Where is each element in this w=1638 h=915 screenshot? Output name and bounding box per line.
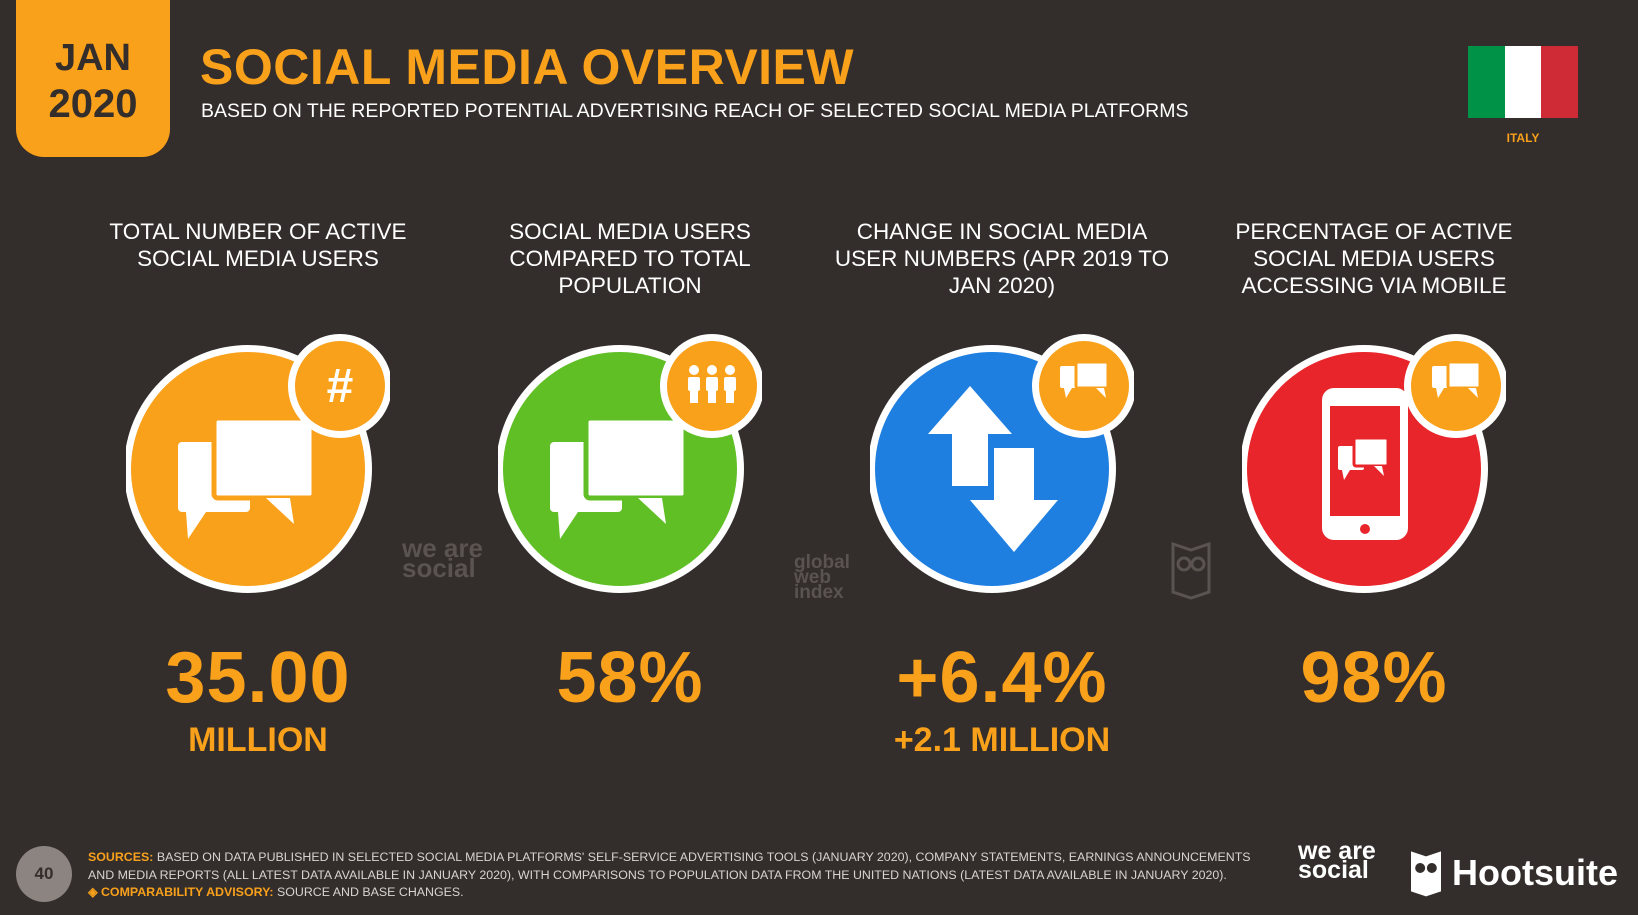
stat-label: SOCIAL MEDIA USERS COMPARED TO TOTAL POP…: [509, 219, 751, 298]
speech-bubble-icon: [1432, 360, 1482, 398]
date-tab: JAN 2020: [16, 0, 170, 157]
stat-mobile-share: PERCENTAGE OF ACTIVE SOCIAL MEDIA USERS …: [1204, 218, 1544, 718]
stat-value: 98%: [1300, 638, 1448, 718]
stat-value: 58%: [556, 638, 704, 718]
stat-label: PERCENTAGE OF ACTIVE SOCIAL MEDIA USERS …: [1235, 219, 1513, 298]
hootsuite-logo: Hootsuite: [1408, 848, 1618, 898]
advisory-body: SOURCE AND BASE CHANGES.: [277, 885, 464, 899]
people-icon: [688, 365, 736, 403]
stat-population-share: SOCIAL MEDIA USERS COMPARED TO TOTAL POP…: [460, 218, 800, 718]
country-label: ITALY: [1506, 131, 1540, 145]
italy-flag-icon: [1468, 46, 1579, 118]
stat-value: 35.00: [165, 638, 351, 718]
global-web-index-watermark: global web index: [794, 552, 850, 603]
stat-sub: MILLION: [188, 721, 328, 759]
advisory-icon: ◈: [88, 885, 101, 899]
stat-user-change: CHANGE IN SOCIAL MEDIA USER NUMBERS (APR…: [832, 218, 1172, 759]
page-title: SOCIAL MEDIA OVERVIEW: [200, 39, 855, 95]
stat-total-users: TOTAL NUMBER OF ACTIVE SOCIAL MEDIA USER…: [88, 218, 428, 759]
mobile-phone-icon: [1242, 334, 1506, 593]
social-chat-bubble-icon: #: [126, 334, 390, 593]
date-month: JAN: [54, 37, 132, 79]
date-year: 2020: [48, 82, 138, 126]
hootsuite-owl-icon: [1411, 851, 1441, 897]
hootsuite-owl-watermark-icon: [1171, 541, 1211, 600]
hashtag-icon: #: [327, 360, 354, 413]
advisory-label: COMPARABILITY ADVISORY:: [100, 885, 274, 899]
sources-label: SOURCES:: [88, 850, 154, 864]
stat-label: TOTAL NUMBER OF ACTIVE SOCIAL MEDIA USER…: [109, 219, 407, 271]
stat-label: CHANGE IN SOCIAL MEDIA USER NUMBERS (APR…: [834, 219, 1170, 298]
sources-text: SOURCES: BASED ON DATA PUBLISHED IN SELE…: [88, 849, 1268, 902]
page-number-badge: 40: [16, 846, 72, 902]
page-subtitle: BASED ON THE REPORTED POTENTIAL ADVERTIS…: [201, 100, 1189, 122]
stat-value: +6.4%: [896, 638, 1108, 718]
sources-body: BASED ON DATA PUBLISHED IN SELECTED SOCI…: [88, 850, 1251, 882]
stat-sub: +2.1 MILLION: [893, 721, 1111, 759]
up-down-arrows-icon: [870, 334, 1134, 593]
we-are-social-logo: we are social: [1298, 837, 1376, 884]
we-are-social-watermark: we are social: [402, 533, 483, 584]
speech-bubble-icon: [1060, 360, 1110, 398]
hootsuite-wordmark: Hootsuite: [1452, 852, 1618, 893]
social-chat-bubble-icon: [498, 334, 762, 593]
